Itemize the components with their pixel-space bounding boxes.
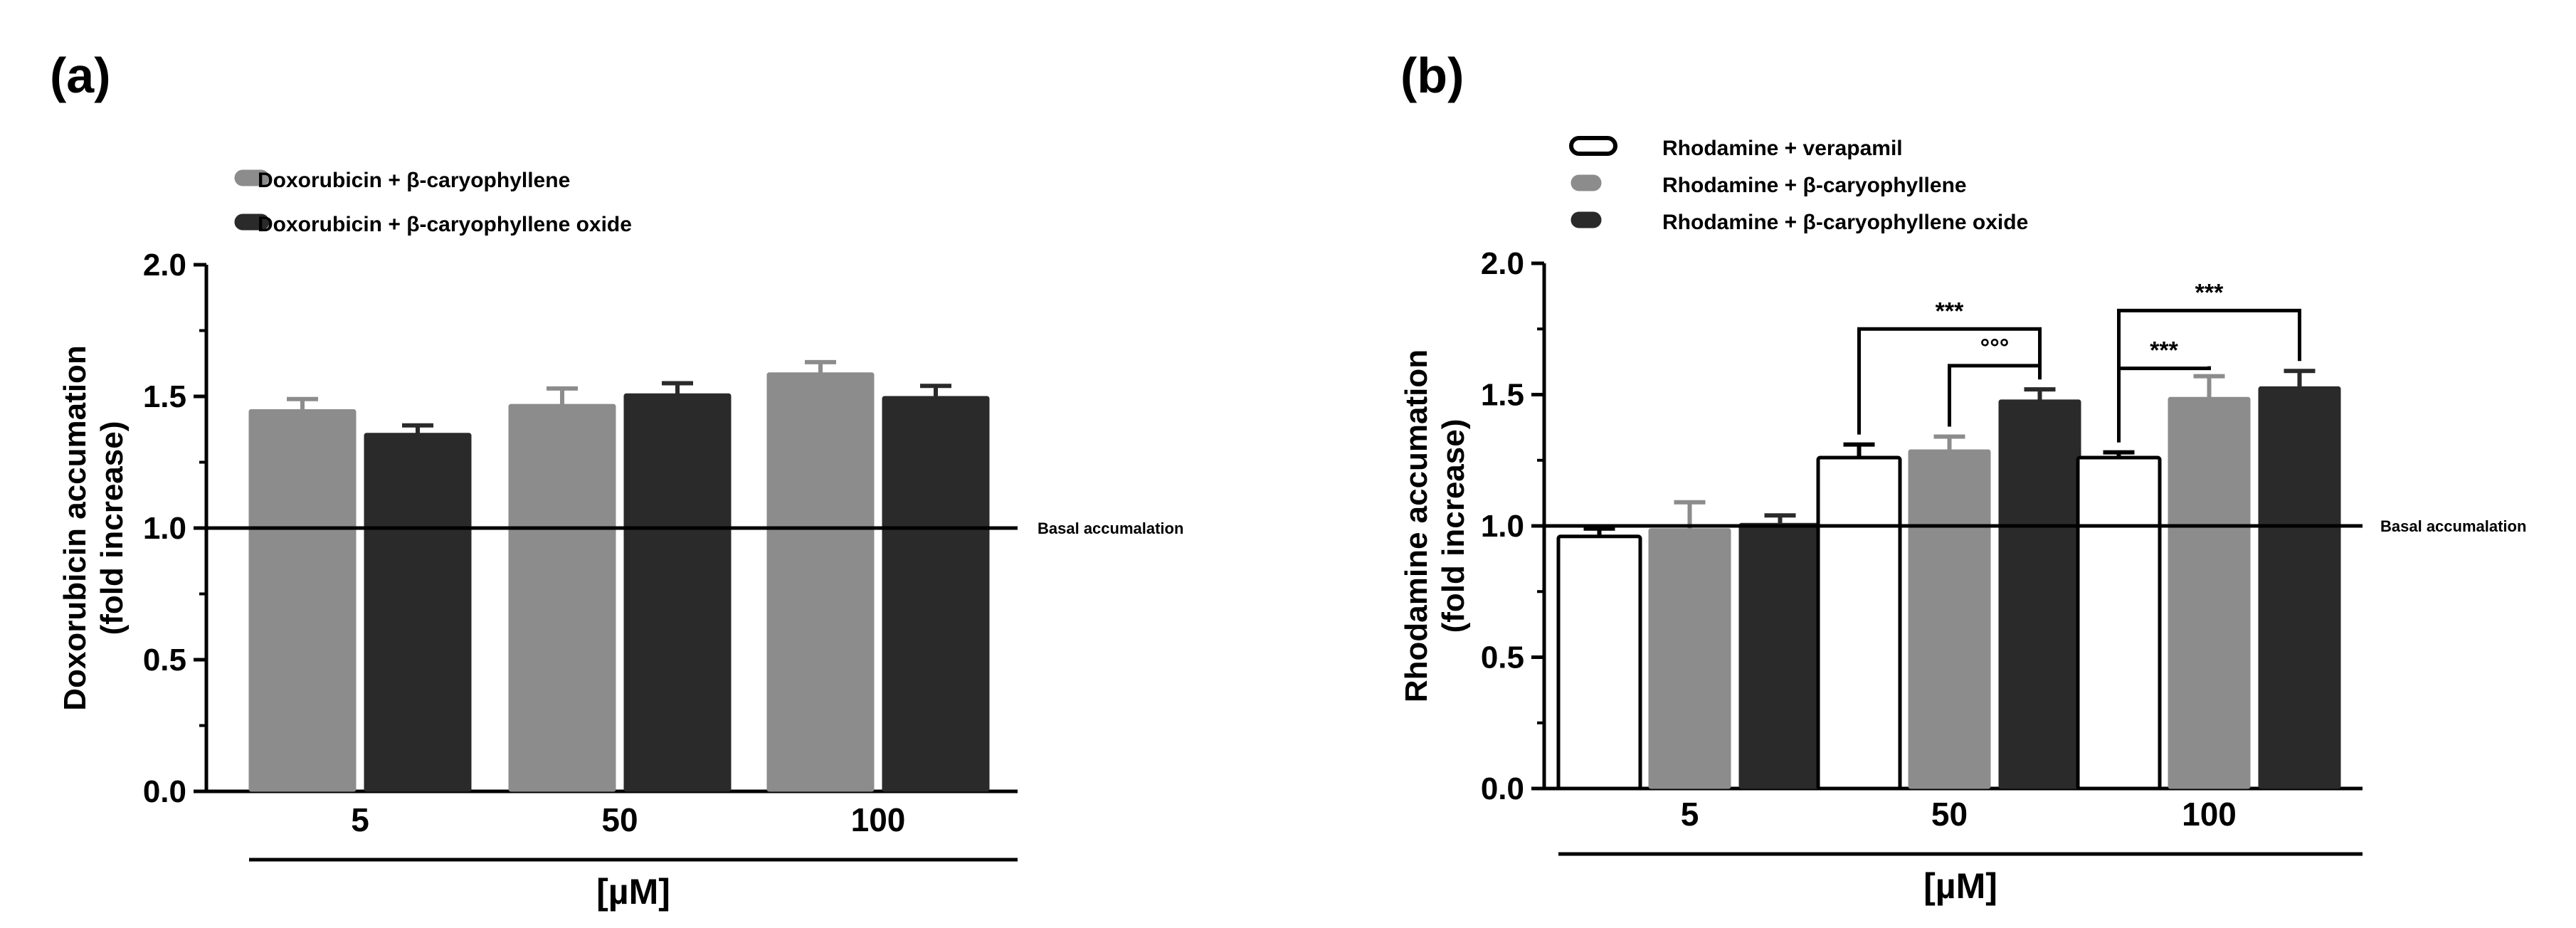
significance-bracket [1857,327,2042,435]
y-axis-label: Doxorubicin accumation(fold increase) [58,345,130,710]
y-tick-label: 1.0 [1481,509,1524,544]
bar [766,372,875,792]
significance-bracket [2117,366,2211,443]
y-tick-label: 2.0 [1481,246,1524,281]
y-axis-label-line: (fold increase) [1436,419,1471,633]
x-category-label: 5 [351,801,369,838]
legend-entry: Doxorubicin + β-caryophyllene [258,169,570,192]
bar [1998,399,2081,789]
legend-swatch [234,213,270,231]
y-axis-label-line: (fold increase) [95,421,130,636]
x-category-label: 50 [601,801,638,838]
legend-swatch [1571,174,1602,191]
bar [1816,455,1902,791]
y-tick-label: 1.0 [143,511,186,546]
bar [2076,455,2162,791]
bar [1648,528,1731,789]
significance-label: *** [2150,337,2178,364]
y-tick-label: 0.5 [143,643,186,677]
panel-label: (a) [50,48,111,103]
y-tick-label: 0.5 [1481,640,1524,675]
chart-panel-a: (a) 0.0 0.5 1.0 1.5 2.0 Doxorubicin accumation… [50,48,1183,912]
bar [2258,386,2341,789]
chart-panel-b: (b) 0.0 0.5 1.0 1.5 2.0 Rhodamine accumation(f… [1399,48,2526,906]
x-category-label: 5 [1681,796,1699,833]
legend-swatch [1571,211,1602,228]
bar [882,396,990,792]
bar [364,433,472,792]
x-axis-label: [µM] [1923,866,1997,906]
bar [1556,534,1642,791]
y-tick-label: 0.0 [143,774,186,809]
legend-entry: Rhodamine + β-caryophyllene oxide [1662,211,2028,234]
legend-swatch [1569,136,1617,156]
bar [623,393,732,792]
significance-label: °°° [1980,334,2010,362]
bar [1738,522,1822,789]
x-category-label: 100 [2182,796,2237,833]
bar [508,404,616,792]
legend-entry: Doxorubicin + β-caryophyllene oxide [258,213,632,236]
y-tick-label: 1.5 [1481,378,1524,413]
y-tick-label: 2.0 [143,248,186,283]
x-category-label: 50 [1931,796,1968,833]
x-axis-label: [µM] [596,872,670,912]
y-tick-label: 1.5 [143,379,186,414]
legend-entry: Rhodamine + β-caryophyllene [1662,174,1967,197]
basal-reference-label: Basal accumalation [1038,520,1183,537]
bar [248,409,357,792]
bar [1908,449,1991,789]
y-axis-label-line: Doxorubicin accumation [58,345,93,710]
y-axis-label-line: Rhodamine accumation [1399,349,1434,702]
significance-label: *** [2195,279,2224,306]
x-category-label: 100 [851,801,906,838]
significance-bracket [1948,364,2042,427]
bar [2168,396,2251,789]
y-tick-label: 0.0 [1481,771,1524,806]
significance-label: *** [1936,297,1964,325]
panel-label: (b) [1400,48,1464,103]
basal-reference-label: Basal accumalation [2380,517,2526,535]
legend-entry: Rhodamine + verapamil [1662,137,1903,160]
legend-swatch [234,169,270,186]
y-axis-label: Rhodamine accumation(fold increase) [1399,349,1471,702]
